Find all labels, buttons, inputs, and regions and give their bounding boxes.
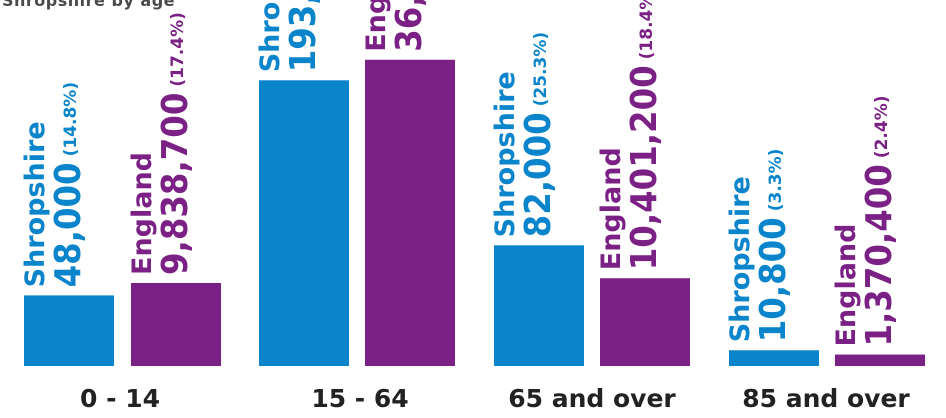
value-label: 193,700 <box>283 0 324 72</box>
percent-label: (17.4%) <box>168 12 188 87</box>
value-label: 10,401,200 <box>624 65 665 270</box>
bar-shropshire-85-and-over <box>729 350 819 366</box>
chart-title: Shropshire by age <box>2 0 176 10</box>
bar-england-0-14 <box>131 283 221 366</box>
value-label: 36,249,800 <box>389 0 430 52</box>
series-name-label: Shropshire <box>490 71 521 237</box>
bar-england-85-and-over <box>835 354 925 366</box>
series-name-label: Shropshire <box>725 176 756 342</box>
series-name-label: Shropshire <box>255 0 286 72</box>
percent-label: (3.3%) <box>766 149 786 212</box>
series-name-label: England <box>831 224 862 347</box>
percent-label: (14.8%) <box>61 82 81 157</box>
percent-label: (25.3%) <box>531 32 551 107</box>
series-name-label: Shropshire <box>20 121 51 287</box>
value-label: 82,000 <box>518 112 559 237</box>
percent-label: (18.4%) <box>637 0 657 59</box>
category-label-0-14: 0 - 14 <box>80 384 160 413</box>
series-name-label: England <box>127 152 158 275</box>
category-label-15-64: 15 - 64 <box>311 384 408 413</box>
bar-england-15-64 <box>365 59 455 367</box>
value-label: 1,370,400 <box>859 164 900 346</box>
value-label: 48,000 <box>48 162 89 287</box>
percent-label: (2.4%) <box>872 96 892 159</box>
value-label: 10,800 <box>753 217 794 342</box>
bar-shropshire-15-64 <box>259 80 349 366</box>
bar-shropshire-0-14 <box>24 295 114 366</box>
bar-shropshire-65-and-over <box>494 245 584 366</box>
category-label-85-and-over: 85 and over <box>742 384 910 413</box>
bar-england-65-and-over <box>600 278 690 366</box>
series-name-label: England <box>361 0 392 52</box>
series-name-label: England <box>596 147 627 270</box>
value-label: 9,838,700 <box>155 93 196 275</box>
category-label-65-and-over: 65 and over <box>508 384 676 413</box>
